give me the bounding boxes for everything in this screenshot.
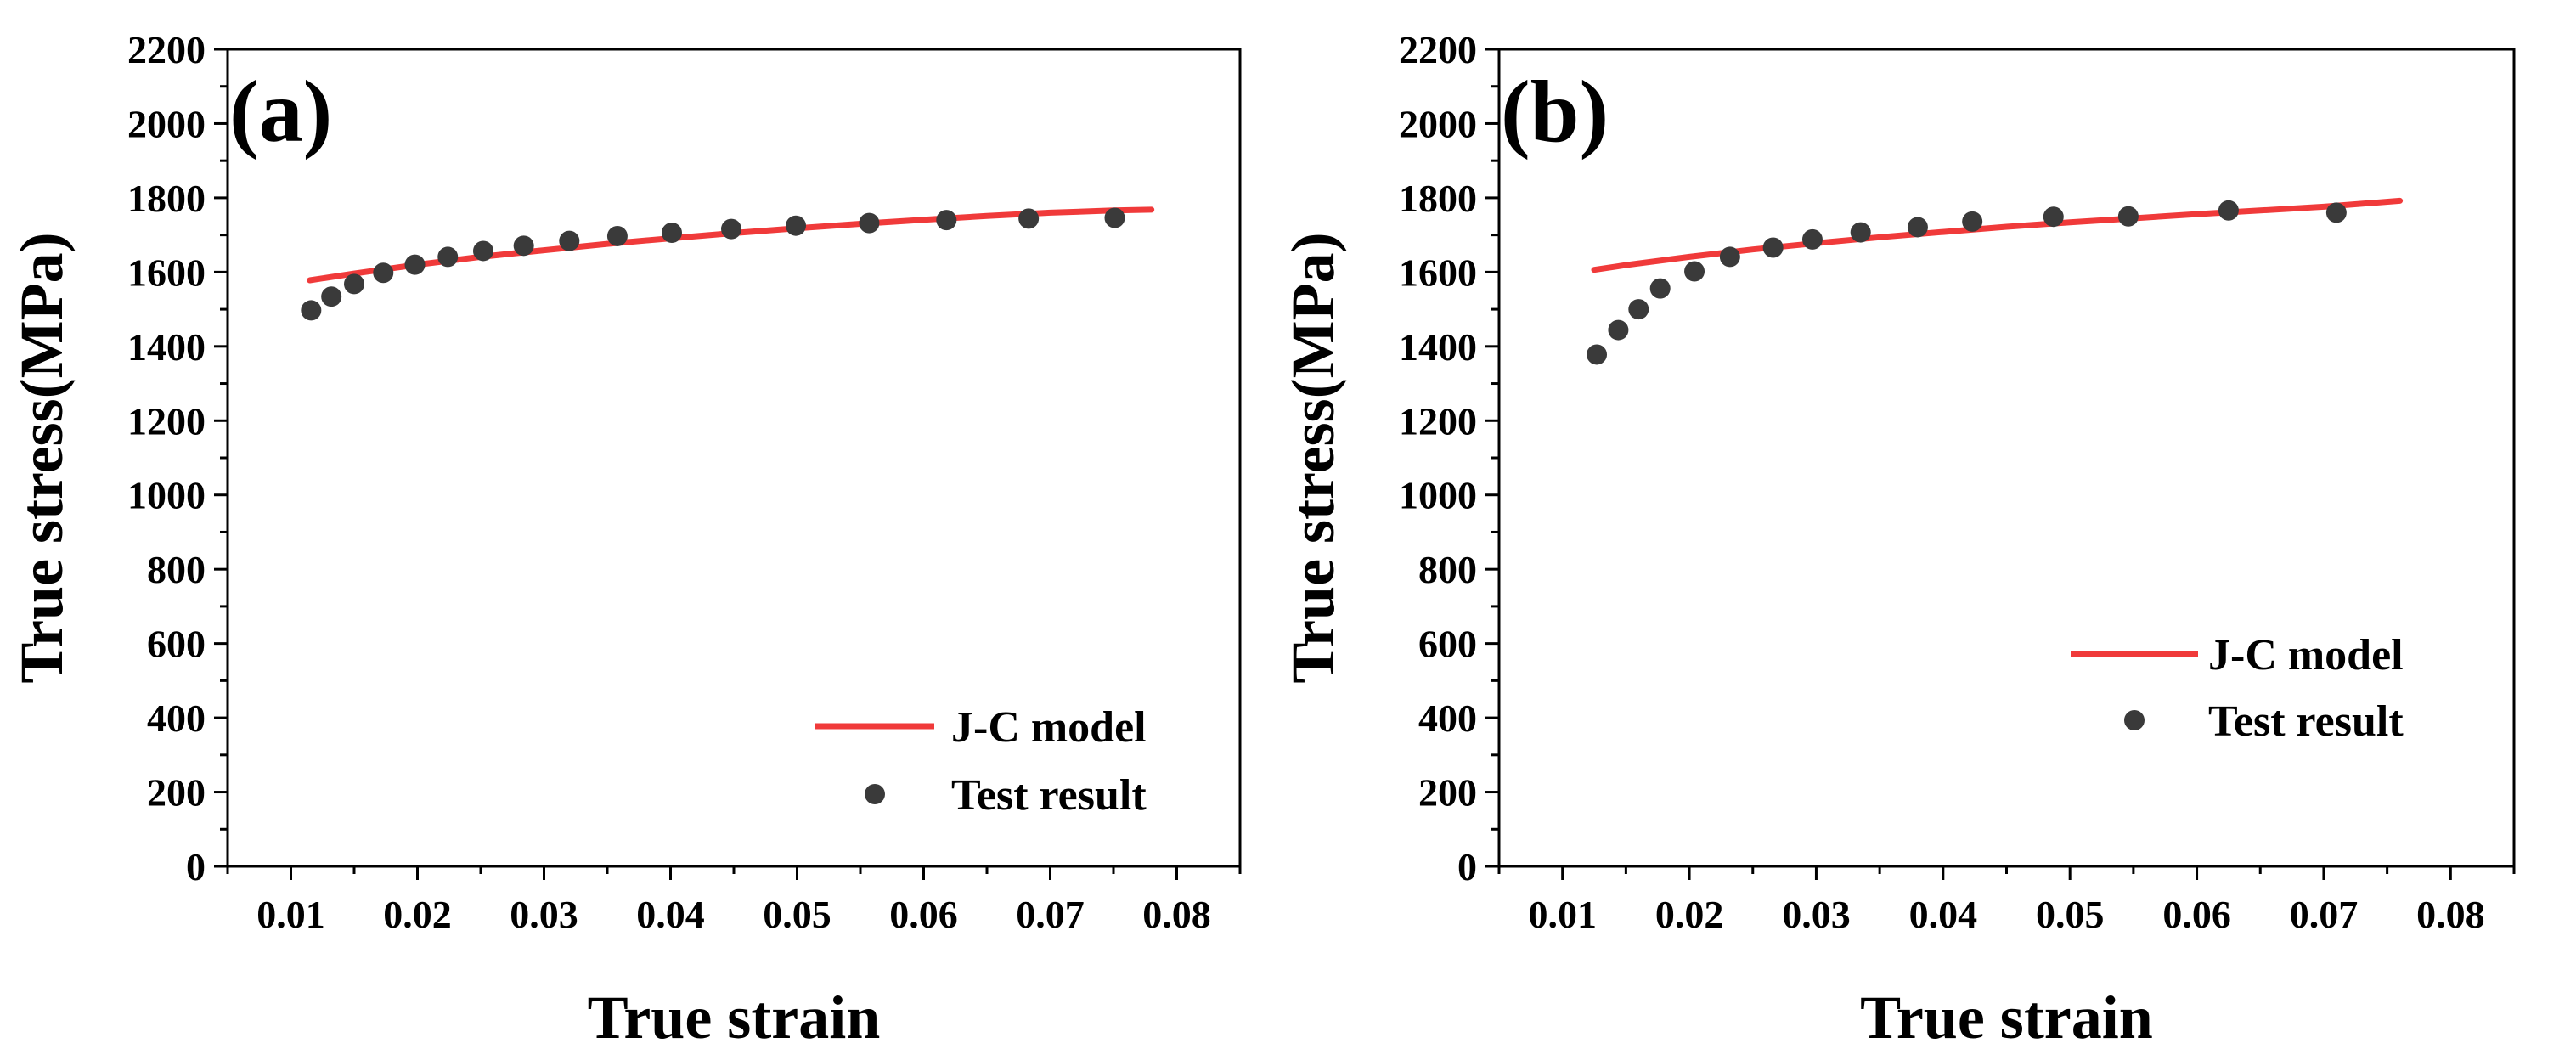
chart-panel-a: 0.01 0.02 0.03 0.04 0.05 0.06 0.07 0.08 0 200 400 6… — [8, 28, 1242, 1052]
chart-b-test-point — [1649, 278, 1671, 299]
chart-b-series-jc-model-line — [1591, 197, 2404, 273]
chart-a-test-point — [661, 223, 682, 244]
chart-b-y-tick-label: 2000 — [1399, 102, 1477, 145]
chart-a-test-point — [786, 215, 807, 236]
chart-b-test-point — [1850, 222, 1871, 243]
chart-a-y-tick-label: 1000 — [127, 474, 206, 517]
chart-b-x-tick-label: 0.06 — [2162, 893, 2231, 936]
chart-a-x-tick-label: 0.02 — [383, 893, 452, 936]
chart-b-y-tick-label: 2200 — [1399, 28, 1477, 71]
chart-a-y-tick-label: 1600 — [127, 251, 206, 294]
chart-b-test-point — [1587, 344, 1608, 365]
chart-a-x-tick-label: 0.08 — [1142, 893, 1211, 936]
chart-b-x-tick-label: 0.05 — [2036, 893, 2105, 936]
chart-b-test-point — [1608, 319, 1629, 341]
chart-b-x-axis-title: True strain — [1860, 984, 2153, 1052]
chart-a-y-tick-label: 1800 — [127, 177, 206, 220]
chart-a-x-tick-label: 0.04 — [636, 893, 705, 936]
chart-a-y-tick-label: 2000 — [127, 102, 206, 145]
chart-b-y-tick-label: 1600 — [1399, 251, 1477, 294]
chart-b-test-point — [2218, 200, 2239, 221]
chart-a-y-tick-label: 2200 — [127, 28, 206, 71]
chart-a-test-point — [513, 235, 534, 257]
chart-a-test-point — [606, 225, 628, 246]
chart-panel-b: 0.01 0.02 0.03 0.04 0.05 0.06 0.07 0.08 0 200 400 6… — [1279, 28, 2516, 1052]
chart-b-y-tick-label: 1400 — [1399, 325, 1477, 369]
chart-a-panel-label: (a) — [229, 63, 332, 161]
chart-a-legend-marker-swatch — [865, 784, 885, 804]
chart-a-test-point — [301, 300, 322, 321]
chart-b-y-tick-label: 1200 — [1399, 399, 1477, 443]
chart-b-panel-label: (b) — [1501, 63, 1609, 161]
chart-b-x-tick-label: 0.07 — [2290, 893, 2359, 936]
chart-a-y-tick-label: 1400 — [127, 325, 206, 369]
chart-b-y-tick-label: 0 — [1457, 845, 1477, 888]
chart-a-y-tick-label: 0 — [186, 845, 206, 888]
chart-b-test-point — [1684, 261, 1705, 282]
chart-b-test-point — [1907, 217, 1928, 238]
chart-b-legend-label-jc-model: J-C model — [2208, 631, 2404, 679]
chart-b-test-point — [2117, 206, 2139, 227]
chart-b-x-tick-label: 0.03 — [1782, 893, 1851, 936]
chart-a-y-tick-label: 200 — [147, 771, 206, 815]
chart-a-x-tick-label: 0.07 — [1016, 893, 1085, 936]
chart-a-test-point — [344, 273, 364, 295]
chart-a-test-point — [1018, 208, 1040, 229]
chart-a-x-tick-label: 0.01 — [256, 893, 325, 936]
chart-b-x-tick-label: 0.01 — [1528, 893, 1597, 936]
chart-a-x-tick-label: 0.03 — [510, 893, 578, 936]
chart-b-y-axis-title: True stress(MPa) — [1279, 232, 1347, 683]
chart-b-test-point — [1719, 246, 1740, 268]
chart-b-y-tick-label: 600 — [1418, 623, 1477, 666]
chart-a-test-point — [936, 210, 957, 231]
chart-b-x-tick-label: 0.08 — [2416, 893, 2485, 936]
chart-b-legend-label-test-result: Test result — [2208, 697, 2404, 746]
chart-b-test-point — [1801, 228, 1823, 250]
chart-a-test-point — [321, 286, 342, 307]
chart-a-y-tick-label: 600 — [147, 623, 206, 666]
chart-b-test-point — [2325, 202, 2347, 223]
chart-b-y-tick-label: 200 — [1418, 771, 1477, 815]
chart-a-y-tick-label: 400 — [147, 696, 206, 740]
chart-a-test-point — [437, 246, 459, 268]
chart-a-test-point — [559, 230, 580, 251]
chart-a-x-tick-label: 0.06 — [889, 893, 958, 936]
chart-b-test-point — [1628, 299, 1649, 320]
chart-a-x-axis-title: True strain — [588, 984, 881, 1052]
chart-b-x-tick-label: 0.04 — [1909, 893, 1978, 936]
chart-a-legend-label-test-result: Test result — [951, 771, 1147, 820]
chart-a-legend-label-jc-model: J-C model — [951, 703, 1147, 752]
chart-b-test-point — [1762, 237, 1784, 258]
chart-b-y-tick-label: 800 — [1418, 548, 1477, 591]
chart-a-y-tick-label: 1200 — [127, 399, 206, 443]
chart-b-y-tick-label: 1000 — [1399, 474, 1477, 517]
chart-a-test-point — [373, 262, 394, 284]
chart-a-test-point — [472, 240, 493, 262]
chart-b-test-point — [1962, 211, 1983, 232]
chart-a-x-tick-label: 0.05 — [763, 893, 831, 936]
chart-b-y-tick-label: 1800 — [1399, 177, 1477, 220]
chart-b-y-tick-label: 400 — [1418, 696, 1477, 740]
chart-a-test-point — [1104, 207, 1125, 228]
chart-a-test-point — [721, 218, 742, 240]
chart-a-y-axis-title: True stress(MPa) — [8, 232, 76, 683]
chart-a-test-point — [859, 212, 880, 234]
chart-b-legend-marker-swatch — [2124, 710, 2145, 730]
chart-a-test-point — [404, 254, 426, 275]
chart-b-legend: J-C model Test result — [2071, 631, 2404, 746]
chart-b-test-point — [2043, 206, 2064, 228]
chart-a-legend: J-C model Test result — [815, 703, 1147, 820]
chart-b-x-tick-label: 0.02 — [1655, 893, 1724, 936]
chart-a-y-tick-label: 800 — [147, 548, 206, 591]
